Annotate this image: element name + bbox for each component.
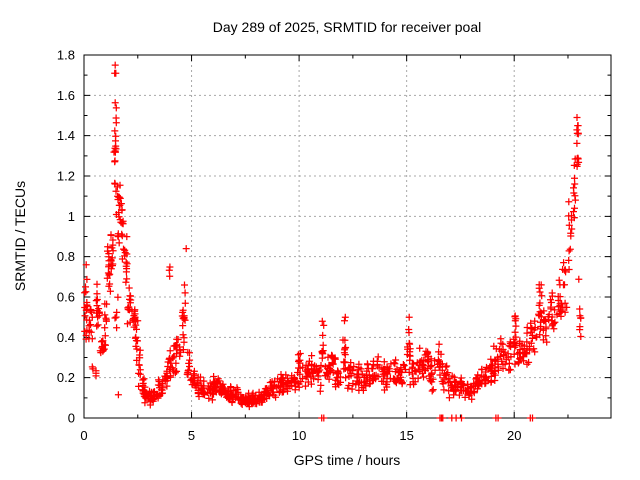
x-tick-label: 0	[80, 428, 87, 443]
scatter-points	[81, 61, 585, 411]
y-tick-labels: 0 0.2 0.4 0.6 0.8 1 1.2 1.4 1.6 1.8	[57, 48, 75, 426]
x-tick-label: 20	[507, 428, 521, 443]
x-tick-labels: 0 5 10 15 20	[80, 428, 521, 443]
y-tick-label: 1.8	[57, 48, 75, 63]
y-tick-label: 0.8	[57, 249, 75, 264]
y-tick-label: 1.6	[57, 88, 75, 103]
y-tick-label: 1.4	[57, 128, 75, 143]
grid-lines	[84, 55, 611, 418]
y-tick-label: 0.6	[57, 290, 75, 305]
plot-frame	[83, 54, 612, 419]
y-tick-label: 1.2	[57, 169, 75, 184]
zero-value-points	[318, 414, 536, 422]
y-axis-label: SRMTID / TECUs	[12, 181, 28, 291]
x-tick-label: 10	[292, 428, 306, 443]
x-axis-label: GPS time / hours	[294, 452, 401, 468]
x-tick-label: 15	[399, 428, 413, 443]
chart-title: Day 289 of 2025, SRMTID for receiver poa…	[213, 19, 481, 35]
axis-tick-marks	[83, 54, 611, 419]
y-tick-label: 1	[68, 209, 75, 224]
y-tick-label: 0.4	[57, 330, 75, 345]
x-tick-label: 5	[188, 428, 195, 443]
y-tick-label: 0	[68, 411, 75, 426]
y-tick-label: 0.2	[57, 370, 75, 385]
